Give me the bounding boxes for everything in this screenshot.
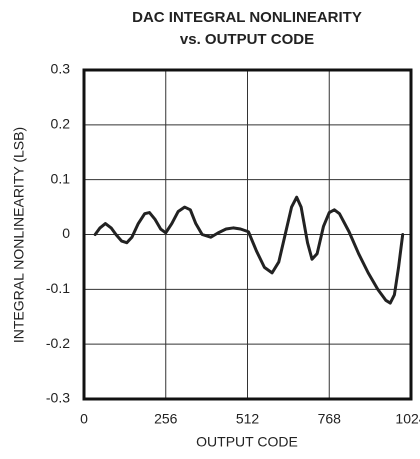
y-tick-label: -0.1 bbox=[46, 280, 70, 296]
chart-title: DAC INTEGRAL NONLINEARITY bbox=[132, 9, 362, 26]
x-tick-label: 1024 bbox=[395, 411, 420, 427]
chart-subtitle: vs. OUTPUT CODE bbox=[180, 31, 314, 48]
x-tick-label: 256 bbox=[154, 411, 178, 427]
y-tick-label: 0.1 bbox=[51, 170, 71, 186]
data-line bbox=[93, 195, 405, 305]
y-tick-label: 0 bbox=[62, 225, 70, 241]
x-tick-label: 512 bbox=[236, 411, 260, 427]
plot-frame bbox=[82, 68, 413, 401]
x-tick-label: 0 bbox=[80, 411, 88, 427]
y-axis-label: INTEGRAL NONLINEARITY (LSB) bbox=[11, 127, 27, 343]
y-tick-label: -0.2 bbox=[46, 335, 70, 351]
x-tick-label: 768 bbox=[318, 411, 342, 427]
y-tick-label: 0.3 bbox=[51, 61, 71, 77]
x-axis-label: OUTPUT CODE bbox=[196, 434, 298, 450]
y-tick-label: -0.3 bbox=[46, 390, 70, 406]
y-tick-label: 0.2 bbox=[51, 116, 71, 132]
